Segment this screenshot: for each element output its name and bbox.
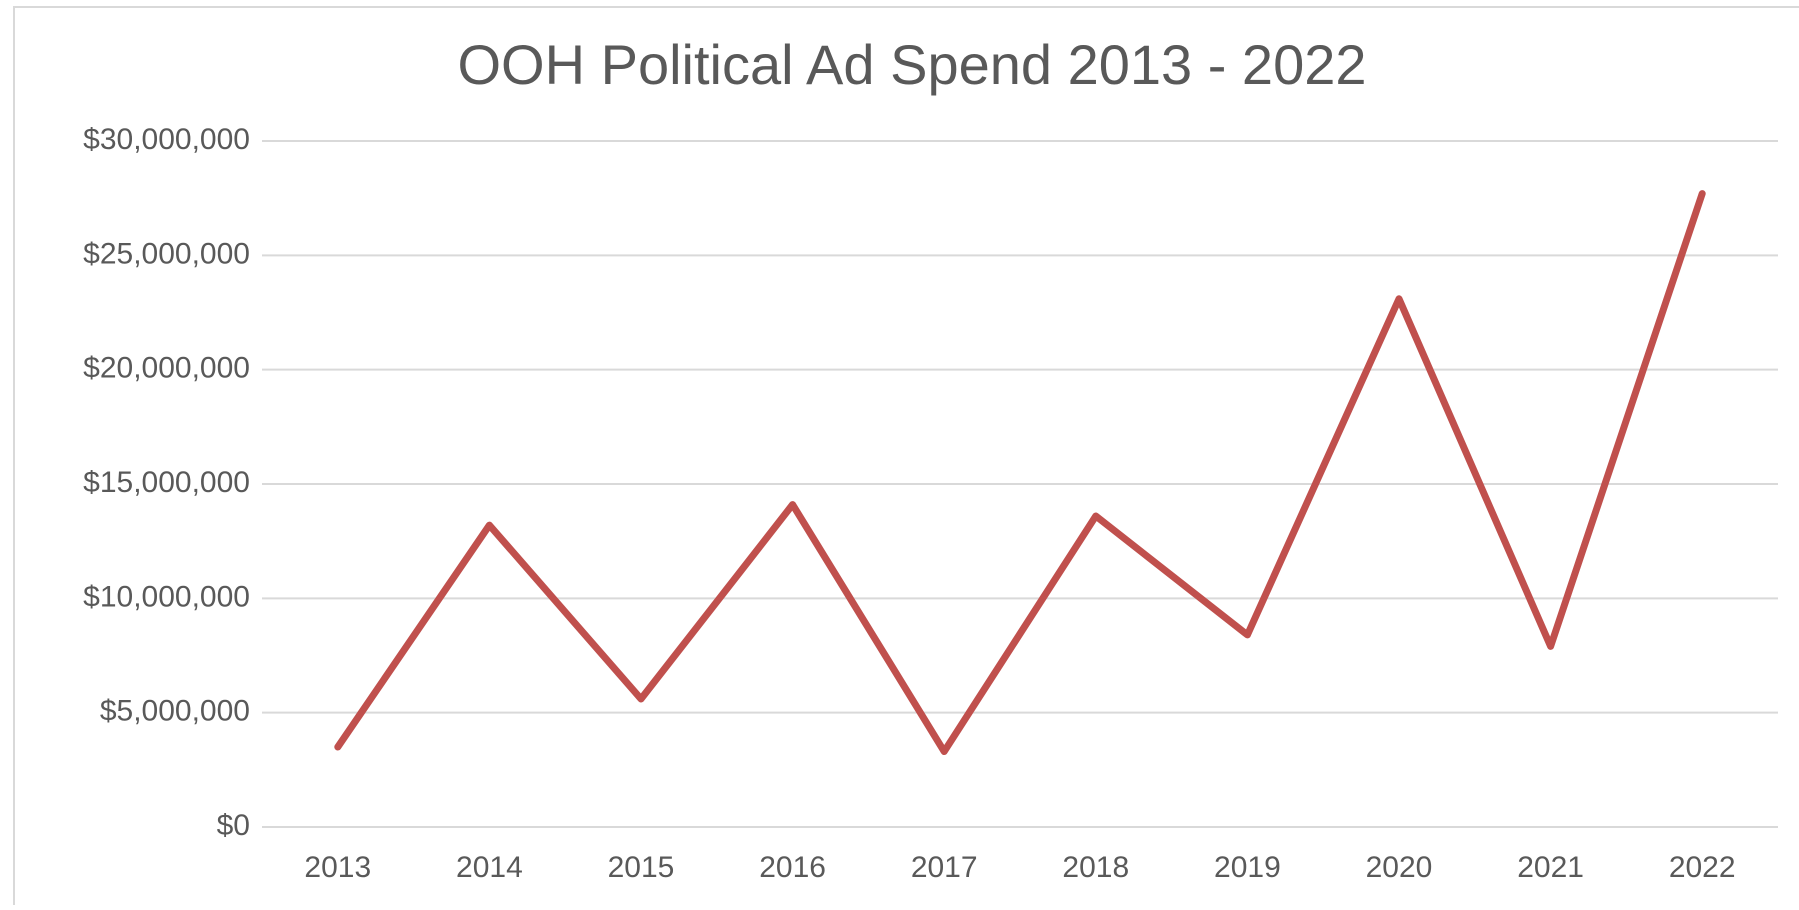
x-tick-label: 2021 xyxy=(1517,851,1584,884)
chart-title: OOH Political Ad Spend 2013 - 2022 xyxy=(457,33,1366,96)
x-tick-label: 2016 xyxy=(759,851,826,884)
y-tick-label: $25,000,000 xyxy=(83,237,250,270)
x-tick-label: 2020 xyxy=(1366,851,1433,884)
x-tick-label: 2017 xyxy=(911,851,978,884)
y-tick-label: $10,000,000 xyxy=(83,580,250,613)
x-tick-label: 2018 xyxy=(1062,851,1129,884)
y-tick-label: $0 xyxy=(217,809,250,842)
y-tick-label: $30,000,000 xyxy=(83,123,250,156)
y-tick-label: $20,000,000 xyxy=(83,352,250,385)
y-tick-label: $5,000,000 xyxy=(100,695,250,728)
x-tick-label: 2022 xyxy=(1669,851,1736,884)
x-tick-label: 2019 xyxy=(1214,851,1281,884)
x-tick-label: 2013 xyxy=(304,851,371,884)
x-tick-label: 2015 xyxy=(608,851,675,884)
x-tick-label: 2014 xyxy=(456,851,523,884)
chart-frame xyxy=(13,6,1799,910)
y-tick-label: $15,000,000 xyxy=(83,466,250,499)
line-series xyxy=(334,190,1706,756)
